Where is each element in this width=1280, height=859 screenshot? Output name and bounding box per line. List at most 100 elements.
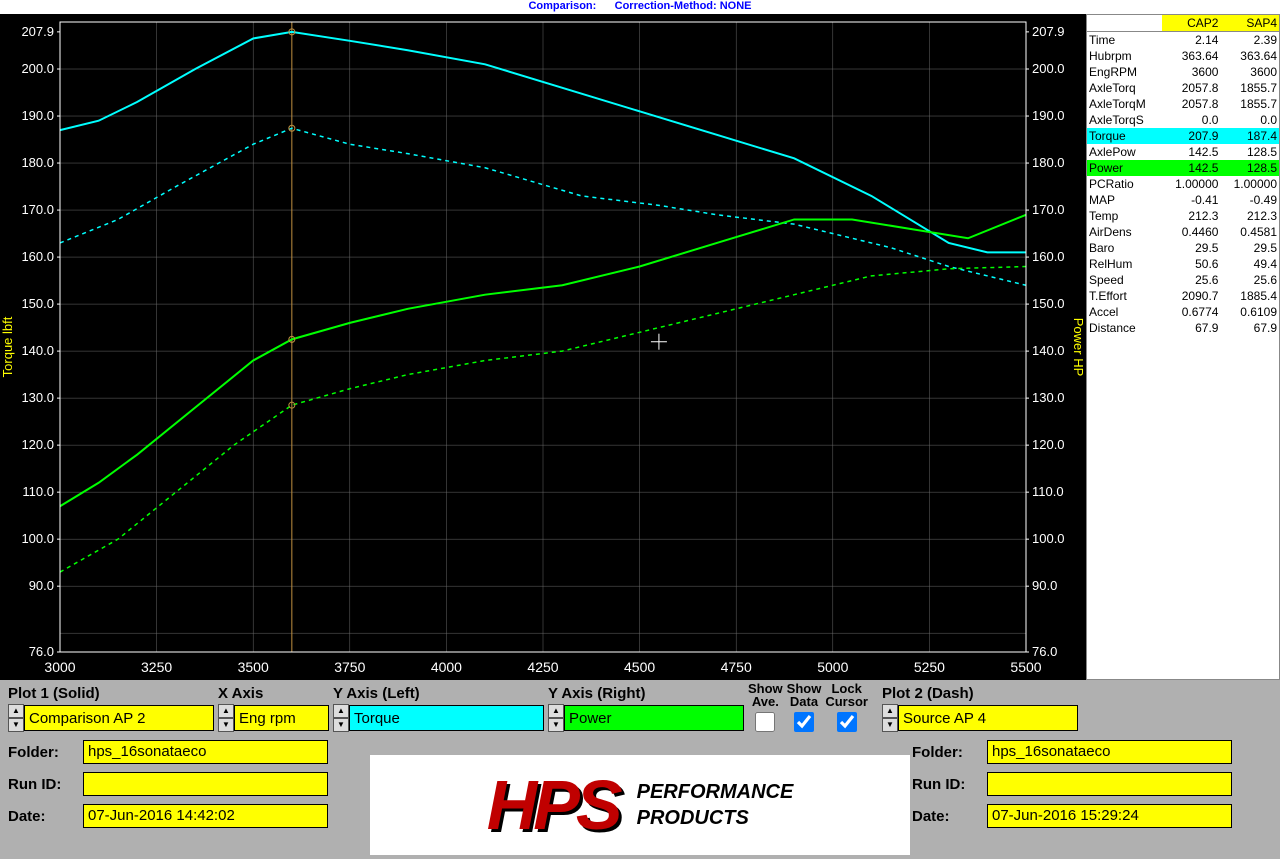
cursor-data-panel: CAP2SAP4Time2.142.39Hubrpm363.64363.64En…: [1086, 14, 1280, 680]
svg-text:110.0: 110.0: [1032, 484, 1064, 499]
yright-header: Y Axis (Right): [548, 685, 744, 702]
comparison-banner: Comparison: Correction-Method: NONE: [0, 0, 1280, 14]
lock-cursor-label: LockCursor: [825, 682, 868, 708]
lock-cursor-checkbox[interactable]: [837, 712, 857, 732]
svg-text:100.0: 100.0: [21, 531, 54, 546]
plot1-header: Plot 1 (Solid): [8, 685, 214, 702]
plot2-field[interactable]: Source AP 4: [898, 705, 1078, 731]
svg-text:120.0: 120.0: [21, 437, 54, 452]
svg-text:130.0: 130.0: [1032, 390, 1065, 405]
data-row: RelHum50.649.4: [1087, 256, 1279, 272]
svg-text:5250: 5250: [914, 659, 945, 675]
svg-text:180.0: 180.0: [21, 155, 54, 170]
show-ave-label: ShowAve.: [748, 682, 783, 708]
folder-label-r: Folder:: [912, 744, 987, 761]
date-value-r[interactable]: 07-Jun-2016 15:29:24: [987, 804, 1232, 828]
yleft-field[interactable]: Torque: [349, 705, 544, 731]
svg-text:170.0: 170.0: [21, 202, 54, 217]
svg-text:5000: 5000: [817, 659, 848, 675]
data-row: AirDens0.44600.4581: [1087, 224, 1279, 240]
show-data-label: ShowData: [787, 682, 822, 708]
plot1-down[interactable]: ▼: [8, 718, 24, 732]
xaxis-up[interactable]: ▲: [218, 704, 234, 718]
svg-text:4250: 4250: [527, 659, 558, 675]
yright-up[interactable]: ▲: [548, 704, 564, 718]
info-right: Folder:hps_16sonataeco Run ID: Date:07-J…: [912, 732, 1232, 828]
svg-text:90.0: 90.0: [29, 578, 54, 593]
data-row: Speed25.625.6: [1087, 272, 1279, 288]
data-row: EngRPM36003600: [1087, 64, 1279, 80]
svg-text:140.0: 140.0: [21, 343, 54, 358]
svg-text:140.0: 140.0: [1032, 343, 1065, 358]
data-row: T.Effort2090.71885.4: [1087, 288, 1279, 304]
runid-value-r[interactable]: [987, 772, 1232, 796]
data-row: AxlePow142.5128.5: [1087, 144, 1279, 160]
data-row: Time2.142.39: [1087, 32, 1279, 49]
date-label-r: Date:: [912, 808, 987, 825]
plot2-up[interactable]: ▲: [882, 704, 898, 718]
folder-label-l: Folder:: [8, 744, 83, 761]
xaxis-header: X Axis: [218, 685, 329, 702]
banner-left: Comparison:: [528, 0, 596, 12]
svg-text:207.9: 207.9: [1032, 24, 1065, 39]
plot2-down[interactable]: ▼: [882, 718, 898, 732]
data-row: Baro29.529.5: [1087, 240, 1279, 256]
svg-text:Power HP: Power HP: [1071, 318, 1086, 377]
show-ave-checkbox[interactable]: [755, 712, 775, 732]
data-row: Hubrpm363.64363.64: [1087, 48, 1279, 64]
data-row: PCRatio1.000001.00000: [1087, 176, 1279, 192]
info-left: Folder:hps_16sonataeco Run ID: Date:07-J…: [8, 732, 328, 828]
data-row: MAP-0.41-0.49: [1087, 192, 1279, 208]
data-row: Distance67.967.9: [1087, 320, 1279, 336]
xaxis-down[interactable]: ▼: [218, 718, 234, 732]
date-value-l[interactable]: 07-Jun-2016 14:42:02: [83, 804, 328, 828]
svg-text:3750: 3750: [334, 659, 365, 675]
svg-text:90.0: 90.0: [1032, 578, 1057, 593]
logo-brand: HPS: [487, 765, 619, 845]
dyno-chart[interactable]: 3000325035003750400042504500475050005250…: [0, 14, 1086, 680]
hps-logo: HPS PERFORMANCEPRODUCTS: [370, 755, 910, 855]
xaxis-field[interactable]: Eng rpm: [234, 705, 329, 731]
data-row: AxleTorq2057.81855.7: [1087, 80, 1279, 96]
show-data-checkbox[interactable]: [794, 712, 814, 732]
svg-text:180.0: 180.0: [1032, 155, 1065, 170]
svg-text:190.0: 190.0: [21, 108, 54, 123]
date-label-l: Date:: [8, 808, 83, 825]
svg-text:76.0: 76.0: [1032, 644, 1057, 659]
yleft-up[interactable]: ▲: [333, 704, 349, 718]
folder-value-l[interactable]: hps_16sonataeco: [83, 740, 328, 764]
svg-text:100.0: 100.0: [1032, 531, 1065, 546]
svg-text:160.0: 160.0: [1032, 249, 1065, 264]
yleft-header: Y Axis (Left): [333, 685, 544, 702]
yright-down[interactable]: ▼: [548, 718, 564, 732]
svg-text:4750: 4750: [721, 659, 752, 675]
data-row: AxleTorqS0.00.0: [1087, 112, 1279, 128]
controls-panel: Plot 1 (Solid) ▲▼ Comparison AP 2 X Axis…: [0, 680, 1280, 859]
svg-text:200.0: 200.0: [21, 61, 54, 76]
logo-tagline: PERFORMANCEPRODUCTS: [637, 779, 794, 831]
svg-text:170.0: 170.0: [1032, 202, 1065, 217]
runid-value-l[interactable]: [83, 772, 328, 796]
svg-text:110.0: 110.0: [22, 484, 54, 499]
svg-text:3000: 3000: [44, 659, 75, 675]
runid-label-r: Run ID:: [912, 776, 987, 793]
svg-text:150.0: 150.0: [21, 296, 54, 311]
yright-field[interactable]: Power: [564, 705, 744, 731]
svg-text:Torque lbft: Torque lbft: [0, 316, 15, 377]
banner-right: Correction-Method: NONE: [615, 0, 752, 12]
data-row: Torque207.9187.4: [1087, 128, 1279, 144]
svg-text:150.0: 150.0: [1032, 296, 1065, 311]
svg-text:160.0: 160.0: [21, 249, 54, 264]
svg-text:120.0: 120.0: [1032, 437, 1065, 452]
svg-text:4000: 4000: [431, 659, 462, 675]
plot2-header: Plot 2 (Dash): [882, 685, 1078, 702]
svg-text:3250: 3250: [141, 659, 172, 675]
runid-label-l: Run ID:: [8, 776, 83, 793]
plot1-field[interactable]: Comparison AP 2: [24, 705, 214, 731]
svg-text:130.0: 130.0: [21, 390, 54, 405]
svg-text:76.0: 76.0: [29, 644, 54, 659]
data-row: Accel0.67740.6109: [1087, 304, 1279, 320]
plot1-up[interactable]: ▲: [8, 704, 24, 718]
yleft-down[interactable]: ▼: [333, 718, 349, 732]
folder-value-r[interactable]: hps_16sonataeco: [987, 740, 1232, 764]
